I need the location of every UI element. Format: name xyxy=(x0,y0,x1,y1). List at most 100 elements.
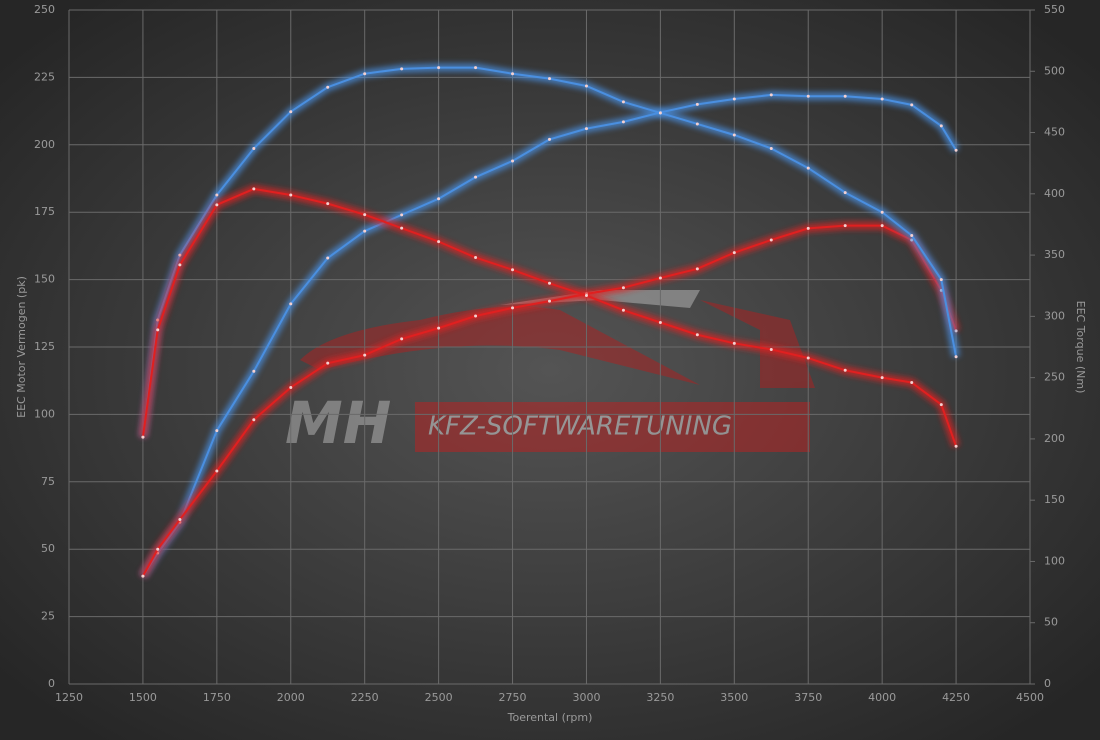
y2-tick-label: 0 xyxy=(1044,677,1051,690)
y-tick-label: 100 xyxy=(34,407,55,420)
point xyxy=(954,329,958,333)
point xyxy=(658,111,662,115)
point xyxy=(880,210,884,214)
point xyxy=(954,444,958,448)
point xyxy=(215,469,219,473)
point xyxy=(474,175,478,179)
point xyxy=(806,356,810,360)
x-tick-label: 3250 xyxy=(646,691,674,704)
y2-tick-label: 100 xyxy=(1044,554,1065,567)
point xyxy=(141,435,145,439)
point xyxy=(843,94,847,98)
y2-tick-label: 250 xyxy=(1044,371,1065,384)
point xyxy=(363,72,367,76)
point xyxy=(658,320,662,324)
y-axis-title: EEC Motor Vermogen (pk) xyxy=(15,276,28,418)
y2-tick-label: 500 xyxy=(1044,64,1065,77)
point xyxy=(880,97,884,101)
y2-tick-label: 200 xyxy=(1044,432,1065,445)
point xyxy=(326,361,330,365)
point xyxy=(806,226,810,230)
x-tick-label: 3500 xyxy=(720,691,748,704)
point xyxy=(289,302,293,306)
point xyxy=(400,213,404,217)
point xyxy=(695,267,699,271)
point xyxy=(880,376,884,380)
point xyxy=(732,251,736,255)
point xyxy=(363,213,367,217)
point xyxy=(732,97,736,101)
y-tick-label: 25 xyxy=(41,610,55,623)
point xyxy=(215,193,219,197)
x-tick-label: 2750 xyxy=(499,691,527,704)
point xyxy=(910,103,914,107)
point xyxy=(178,263,182,267)
point xyxy=(695,122,699,126)
point xyxy=(178,253,182,257)
x-tick-label: 1750 xyxy=(203,691,231,704)
point xyxy=(215,203,219,207)
y2-tick-label: 400 xyxy=(1044,187,1065,200)
y2-axis-title: EEC Torque (Nm) xyxy=(1074,301,1087,394)
point xyxy=(621,120,625,124)
y-tick-label: 250 xyxy=(34,3,55,16)
point xyxy=(437,197,441,201)
point xyxy=(437,240,441,244)
x-tick-label: 4500 xyxy=(1016,691,1044,704)
y-tick-label: 225 xyxy=(34,70,55,83)
point xyxy=(156,547,160,551)
point xyxy=(289,385,293,389)
point xyxy=(252,369,256,373)
point xyxy=(843,368,847,372)
y2-tick-label: 300 xyxy=(1044,309,1065,322)
point xyxy=(621,286,625,290)
point xyxy=(695,102,699,106)
point xyxy=(910,233,914,237)
point xyxy=(400,67,404,71)
point xyxy=(548,281,551,285)
point xyxy=(511,72,515,76)
x-tick-label: 2000 xyxy=(277,691,305,704)
y-tick-label: 125 xyxy=(34,340,55,353)
point xyxy=(511,268,515,272)
point xyxy=(363,353,367,357)
point xyxy=(806,94,810,98)
x-axis-title: Toerental (rpm) xyxy=(507,711,593,724)
point xyxy=(939,124,943,128)
point xyxy=(437,66,441,70)
point xyxy=(621,308,625,312)
point xyxy=(880,224,884,228)
point xyxy=(939,278,943,282)
point xyxy=(548,299,551,303)
point xyxy=(511,306,515,310)
point xyxy=(252,418,256,422)
y2-tick-label: 450 xyxy=(1044,126,1065,139)
watermark: MH KFZ-SOFTWARETUNING xyxy=(285,290,815,457)
point xyxy=(511,159,515,163)
y-tick-label: 175 xyxy=(34,205,55,218)
y-tick-label: 150 xyxy=(34,273,55,286)
point xyxy=(584,127,588,131)
point xyxy=(326,256,330,260)
x-tick-label: 3000 xyxy=(572,691,600,704)
point xyxy=(437,326,441,330)
point xyxy=(548,77,551,81)
point xyxy=(954,148,958,152)
point xyxy=(474,256,478,260)
x-tick-label: 2250 xyxy=(351,691,379,704)
point xyxy=(806,166,810,170)
point xyxy=(289,193,293,197)
point xyxy=(141,574,145,578)
point xyxy=(769,347,773,351)
y-tick-label: 0 xyxy=(48,677,55,690)
point xyxy=(252,146,256,150)
point xyxy=(474,314,478,318)
x-tick-label: 4250 xyxy=(942,691,970,704)
watermark-car-rear xyxy=(700,300,815,388)
x-tick-label: 4000 xyxy=(868,691,896,704)
point xyxy=(178,518,182,522)
point xyxy=(215,429,219,433)
point xyxy=(584,84,588,88)
watermark-text: MH xyxy=(285,389,391,457)
